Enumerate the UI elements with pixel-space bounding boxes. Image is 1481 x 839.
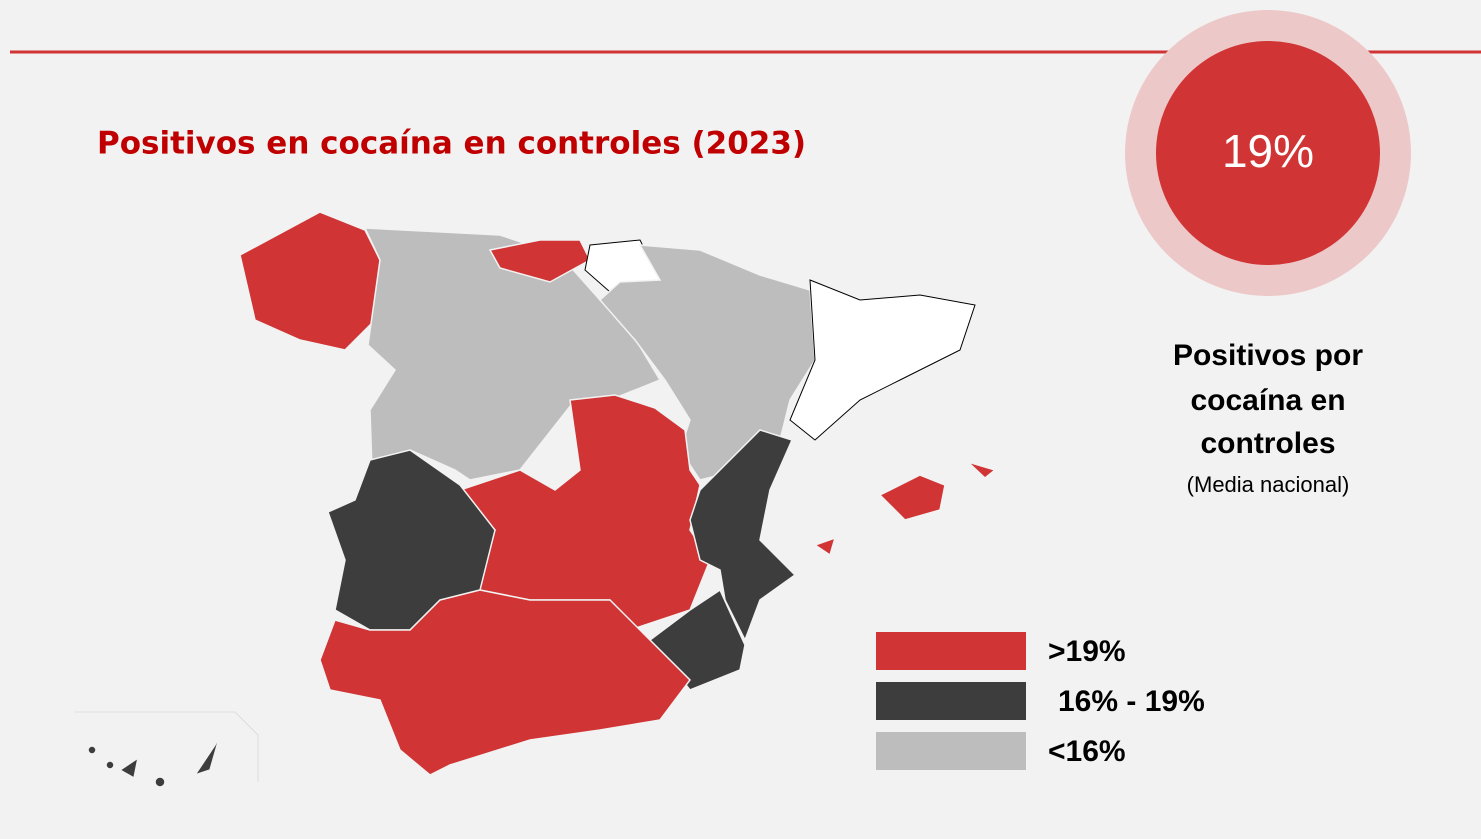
legend-label: >19% — [1048, 635, 1126, 668]
national-line: Positivos por — [1173, 339, 1363, 372]
national-line: cocaína en — [1190, 384, 1345, 417]
region — [789, 279, 976, 441]
canary-islands — [87, 734, 221, 788]
legend-label: 16% - 19% — [1058, 685, 1205, 718]
region — [813, 536, 837, 557]
region — [363, 227, 662, 481]
legend-swatch — [876, 732, 1026, 770]
legend: >19% 16% - 19% <16% — [876, 632, 1205, 770]
region — [598, 244, 816, 481]
region — [967, 461, 997, 479]
inset-frame — [75, 711, 259, 782]
legend-swatch — [876, 682, 1026, 720]
title: Positivos en cocaína en controles (2023) — [97, 126, 806, 162]
map — [75, 211, 997, 788]
national-value: 19% — [1222, 125, 1314, 177]
region — [319, 589, 691, 776]
legend-label: <16% — [1048, 735, 1126, 768]
region — [878, 474, 946, 521]
legend-swatch — [876, 632, 1026, 670]
national-line: controles — [1200, 427, 1335, 460]
national-note: (Media nacional) — [1187, 472, 1350, 497]
region — [689, 429, 797, 642]
inner-circle — [1156, 41, 1380, 265]
